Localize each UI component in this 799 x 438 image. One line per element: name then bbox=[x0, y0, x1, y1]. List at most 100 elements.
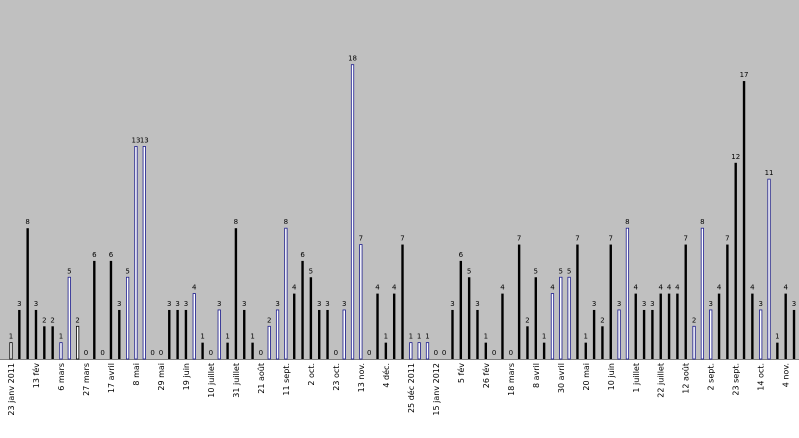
x-tick-label: 26 fév bbox=[481, 363, 491, 388]
bar bbox=[467, 277, 471, 359]
bar bbox=[709, 309, 713, 360]
bar bbox=[192, 293, 196, 360]
x-tick-label: 13 fév bbox=[31, 363, 41, 388]
x-tick-label-group: 23 janv 2011 bbox=[7, 363, 16, 416]
x-tick-label-group: 12 août bbox=[682, 363, 691, 394]
x-tick-label-group: 13 fév bbox=[31, 363, 41, 388]
x-tick-label-group: 22 juillet bbox=[657, 363, 666, 398]
data-label: 5 bbox=[567, 267, 571, 275]
data-label: 5 bbox=[67, 267, 71, 275]
bar bbox=[742, 81, 746, 360]
data-label: 3 bbox=[317, 300, 321, 308]
bar bbox=[784, 293, 787, 359]
data-label: 3 bbox=[184, 300, 188, 308]
data-label: 3 bbox=[217, 300, 221, 308]
bar bbox=[243, 309, 246, 359]
data-label: 3 bbox=[325, 300, 329, 308]
data-label: 6 bbox=[92, 251, 97, 259]
x-tick-label: 4 nov. bbox=[782, 363, 791, 387]
x-tick-label: 23 janv 2011 bbox=[7, 363, 16, 416]
x-tick-label-group: 29 mai bbox=[157, 363, 166, 391]
bar bbox=[350, 64, 355, 360]
data-label: 4 bbox=[292, 284, 297, 292]
bar bbox=[567, 276, 571, 360]
x-tick-label: 11 sept. bbox=[282, 363, 291, 396]
x-tick-label: 25 déc 2011 bbox=[406, 363, 416, 413]
bar bbox=[550, 293, 555, 360]
bar bbox=[93, 260, 96, 359]
bar bbox=[592, 309, 596, 359]
data-label: 0 bbox=[334, 349, 338, 357]
plot-area bbox=[0, 0, 799, 359]
bar bbox=[651, 309, 654, 359]
data-label: 1 bbox=[584, 333, 588, 341]
data-label: 1 bbox=[775, 333, 779, 341]
bar bbox=[501, 293, 504, 359]
bar bbox=[201, 342, 204, 359]
x-tick-label-group: 17 avril bbox=[107, 363, 116, 393]
data-label: 1 bbox=[250, 333, 254, 341]
data-label: 1 bbox=[59, 333, 63, 341]
data-label: 0 bbox=[434, 349, 438, 357]
bar bbox=[700, 227, 704, 360]
x-tick-label-group: 20 mai bbox=[582, 363, 591, 391]
data-label: 3 bbox=[708, 300, 712, 308]
data-label: 4 bbox=[375, 284, 380, 292]
bar bbox=[484, 342, 488, 359]
x-tick-label-group: 8 mai bbox=[132, 363, 141, 386]
data-label: 3 bbox=[792, 300, 796, 308]
data-label: 3 bbox=[175, 300, 179, 308]
bar bbox=[392, 293, 396, 359]
data-label: 1 bbox=[384, 333, 388, 341]
bar bbox=[459, 260, 463, 359]
data-label: 1 bbox=[542, 333, 546, 341]
data-label: 3 bbox=[167, 300, 171, 308]
bar bbox=[476, 309, 479, 359]
data-label: 0 bbox=[159, 349, 163, 357]
data-label: 8 bbox=[234, 218, 238, 226]
data-label: 4 bbox=[634, 284, 639, 292]
bar bbox=[409, 342, 413, 360]
bar bbox=[417, 342, 421, 360]
data-label: 3 bbox=[475, 300, 479, 308]
bar bbox=[118, 309, 121, 359]
x-tick-label: 20 mai bbox=[582, 363, 591, 391]
bar bbox=[109, 260, 113, 359]
data-label: 18 bbox=[348, 55, 357, 63]
data-label: 8 bbox=[25, 218, 29, 226]
bar bbox=[667, 293, 671, 359]
bar bbox=[326, 309, 329, 359]
x-tick-label: 15 janv 2012 bbox=[432, 363, 441, 416]
bar bbox=[184, 309, 188, 359]
bar bbox=[576, 244, 579, 359]
data-label: 2 bbox=[50, 316, 54, 324]
data-label: 3 bbox=[617, 300, 621, 308]
bar bbox=[734, 162, 737, 359]
bar bbox=[451, 309, 454, 359]
bar bbox=[559, 276, 563, 360]
bar bbox=[9, 342, 13, 360]
data-label: 3 bbox=[117, 300, 121, 308]
data-label: 0 bbox=[100, 349, 104, 357]
x-tick-label-group: 30 avril bbox=[557, 363, 566, 393]
x-tick-labels-group: 23 janv 2011 13 fév 6 mars 27 mars 17 avril 8… bbox=[7, 363, 791, 416]
x-tick-label-group: 8 avril bbox=[532, 363, 541, 388]
bar bbox=[142, 146, 146, 360]
data-label: 17 bbox=[740, 71, 749, 79]
data-label: 3 bbox=[275, 300, 279, 308]
data-label: 8 bbox=[700, 218, 704, 226]
x-tick-label: 5 fév bbox=[456, 363, 466, 383]
data-label: 2 bbox=[75, 316, 79, 324]
data-label: 0 bbox=[150, 349, 154, 357]
data-label: 4 bbox=[783, 284, 788, 292]
x-tick-label: 8 mai bbox=[132, 363, 141, 386]
data-label: 2 bbox=[525, 316, 529, 324]
bar bbox=[759, 309, 763, 360]
bar bbox=[384, 342, 388, 359]
x-tick-label: 2 oct. bbox=[307, 363, 316, 386]
bar bbox=[584, 342, 587, 359]
x-tick-label-group: 15 janv 2012 bbox=[432, 363, 441, 416]
data-label: 4 bbox=[192, 284, 197, 292]
